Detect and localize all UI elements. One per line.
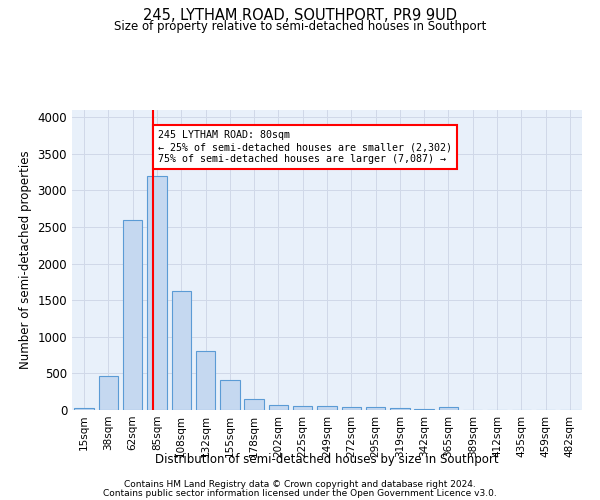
Bar xyxy=(317,406,337,410)
Bar xyxy=(293,406,313,410)
Bar xyxy=(220,380,239,410)
Bar xyxy=(147,176,167,410)
Bar xyxy=(390,408,410,410)
Text: 245 LYTHAM ROAD: 80sqm
← 25% of semi-detached houses are smaller (2,302)
75% of : 245 LYTHAM ROAD: 80sqm ← 25% of semi-det… xyxy=(158,130,452,164)
Text: Size of property relative to semi-detached houses in Southport: Size of property relative to semi-detach… xyxy=(114,20,486,33)
Text: Contains public sector information licensed under the Open Government Licence v3: Contains public sector information licen… xyxy=(103,489,497,498)
Bar xyxy=(439,406,458,410)
Bar xyxy=(99,376,118,410)
Bar xyxy=(366,408,385,410)
Y-axis label: Number of semi-detached properties: Number of semi-detached properties xyxy=(19,150,32,370)
Text: Distribution of semi-detached houses by size in Southport: Distribution of semi-detached houses by … xyxy=(155,452,499,466)
Bar xyxy=(196,352,215,410)
Bar xyxy=(74,408,94,410)
Text: Contains HM Land Registry data © Crown copyright and database right 2024.: Contains HM Land Registry data © Crown c… xyxy=(124,480,476,489)
Bar xyxy=(244,398,264,410)
Bar xyxy=(172,292,191,410)
Bar xyxy=(123,220,142,410)
Bar xyxy=(341,407,361,410)
Bar xyxy=(415,408,434,410)
Bar xyxy=(269,405,288,410)
Text: 245, LYTHAM ROAD, SOUTHPORT, PR9 9UD: 245, LYTHAM ROAD, SOUTHPORT, PR9 9UD xyxy=(143,8,457,22)
